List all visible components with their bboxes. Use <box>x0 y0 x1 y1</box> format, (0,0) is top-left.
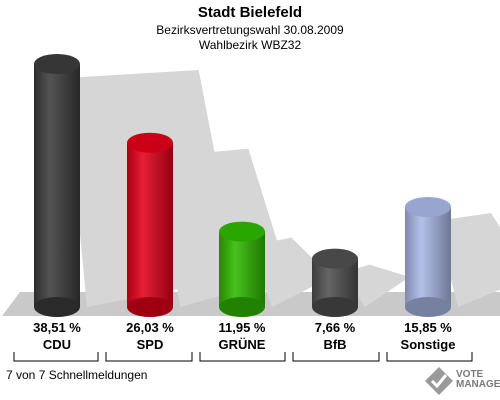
category-bracket <box>386 352 473 362</box>
bar-base-cap <box>127 297 173 317</box>
chart-title: Stadt Bielefeld <box>197 4 303 21</box>
logo-word-manager: MANAGER <box>456 379 500 390</box>
report-count-note: 7 von 7 Schnellmeldungen <box>6 368 148 382</box>
category-bracket <box>292 352 380 362</box>
bar-top-cap <box>219 221 265 242</box>
votemanager-logo: VOTE MANAGER <box>424 366 500 396</box>
bar-sonstige <box>405 206 451 307</box>
bar-base-cap <box>219 297 265 317</box>
bar-top-cap <box>312 248 358 269</box>
bar-top-cap <box>34 54 80 75</box>
bar-grüne <box>219 231 265 307</box>
bar-shadow <box>436 212 500 307</box>
value-label: 15,85 % <box>404 320 452 335</box>
value-label: 7,66 % <box>315 320 356 335</box>
category-axis <box>13 352 473 362</box>
logo-word-vote: VOTE <box>456 369 484 380</box>
bar-cdu <box>34 64 80 308</box>
category-label: CDU <box>43 337 71 352</box>
category-label: Sonstige <box>401 337 456 352</box>
category-label: GRÜNE <box>219 337 266 352</box>
bar-base-cap <box>34 297 80 317</box>
category-bracket <box>105 352 193 362</box>
votemanager-logo-icon <box>425 367 453 395</box>
bar-shadow <box>250 237 332 307</box>
chart-subtitle-district: Wahlbezirk WBZ32 <box>198 38 302 52</box>
bar-base-cap <box>312 297 358 317</box>
category-label: SPD <box>137 337 164 352</box>
bar-spd <box>127 142 173 307</box>
bar-shadow <box>343 264 410 307</box>
bar-series <box>34 54 451 317</box>
bar-top-cap <box>127 132 173 153</box>
category-bracket <box>13 352 99 362</box>
bar-top-cap <box>405 196 451 217</box>
value-label: 26,03 % <box>126 320 174 335</box>
value-label: 38,51 % <box>33 320 81 335</box>
value-label: 11,95 % <box>219 320 266 335</box>
bar-labels: 38,51 % CDU 26,03 % SPD 11,95 % GRÜNE 7,66 % Bf… <box>33 320 455 352</box>
category-bracket <box>199 352 286 362</box>
votemanager-logo-text: VOTE MANAGER <box>456 370 500 390</box>
bar-base-cap <box>405 297 451 317</box>
category-label: BfB <box>323 337 346 352</box>
chart-subtitle-election: Bezirksvertretungswahl 30.08.2009 <box>156 23 344 37</box>
